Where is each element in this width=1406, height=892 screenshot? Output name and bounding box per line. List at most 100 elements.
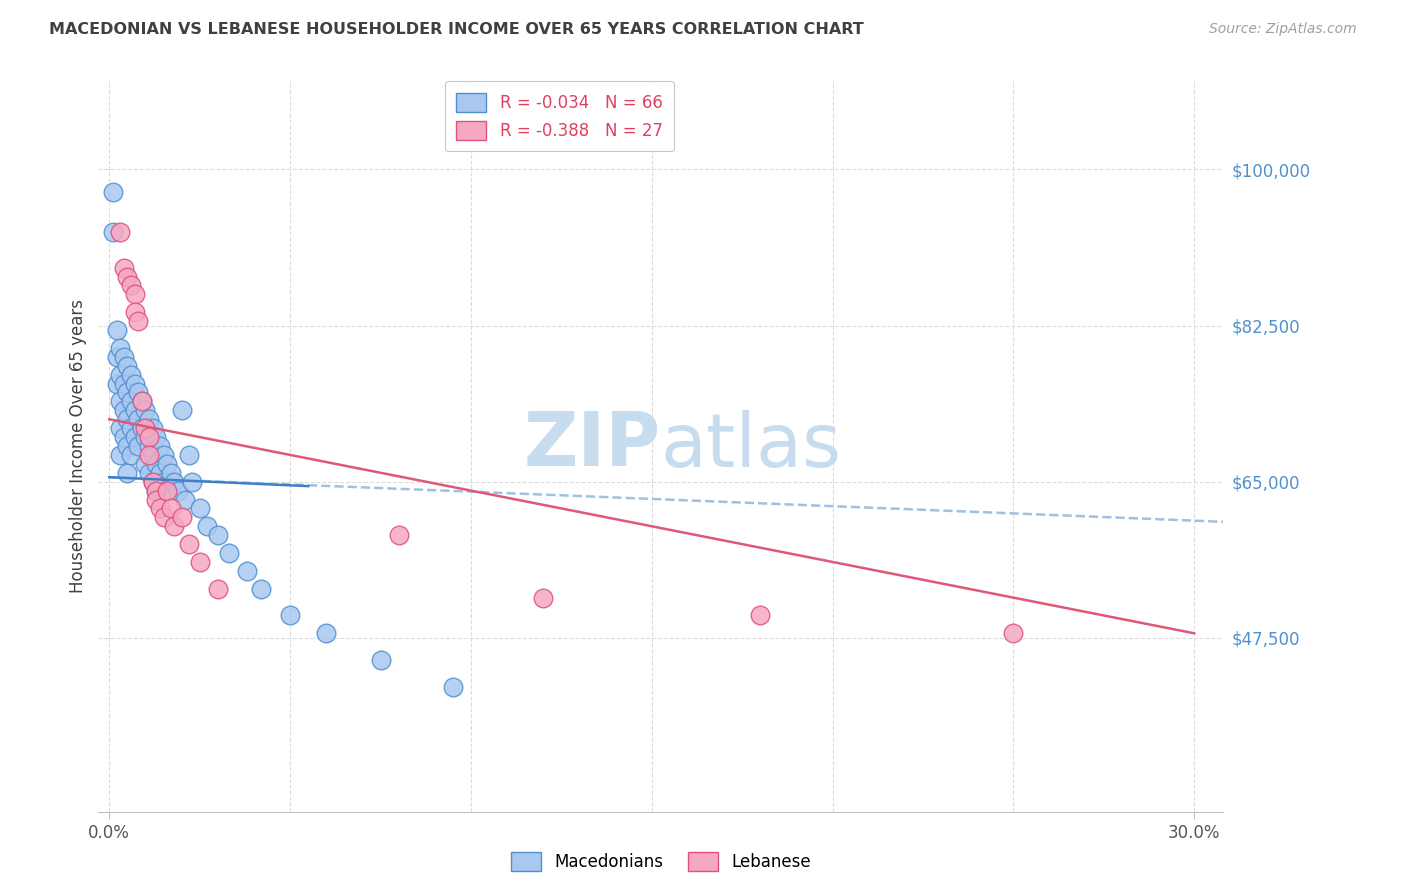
Legend: Macedonians, Lebanese: Macedonians, Lebanese bbox=[502, 843, 820, 880]
Point bbox=[207, 582, 229, 596]
Point bbox=[152, 510, 174, 524]
Point bbox=[177, 537, 200, 551]
Text: MACEDONIAN VS LEBANESE HOUSEHOLDER INCOME OVER 65 YEARS CORRELATION CHART: MACEDONIAN VS LEBANESE HOUSEHOLDER INCOM… bbox=[49, 22, 863, 37]
Point bbox=[749, 608, 772, 623]
Point bbox=[152, 448, 174, 462]
Point bbox=[167, 483, 190, 498]
Point bbox=[101, 225, 124, 239]
Point bbox=[117, 439, 139, 453]
Point bbox=[105, 323, 128, 337]
Point bbox=[188, 501, 211, 516]
Point bbox=[218, 546, 240, 560]
Point bbox=[134, 457, 156, 471]
Point bbox=[174, 492, 197, 507]
Point bbox=[370, 653, 392, 667]
Point bbox=[124, 376, 146, 391]
Point bbox=[145, 457, 167, 471]
Point bbox=[163, 519, 186, 533]
Point bbox=[124, 403, 146, 417]
Point bbox=[142, 448, 165, 462]
Point bbox=[127, 385, 149, 400]
Point bbox=[138, 430, 160, 444]
Point bbox=[145, 492, 167, 507]
Point bbox=[108, 368, 131, 382]
Point bbox=[105, 376, 128, 391]
Point bbox=[138, 448, 160, 462]
Point bbox=[149, 466, 172, 480]
Point bbox=[117, 412, 139, 426]
Point bbox=[101, 185, 124, 199]
Point bbox=[108, 421, 131, 435]
Point bbox=[105, 350, 128, 364]
Point bbox=[138, 439, 160, 453]
Point bbox=[124, 287, 146, 301]
Text: Source: ZipAtlas.com: Source: ZipAtlas.com bbox=[1209, 22, 1357, 37]
Point bbox=[131, 394, 153, 409]
Point bbox=[149, 439, 172, 453]
Point bbox=[117, 466, 139, 480]
Point bbox=[142, 475, 165, 489]
Text: atlas: atlas bbox=[661, 409, 842, 483]
Point bbox=[117, 269, 139, 284]
Point bbox=[170, 510, 193, 524]
Point bbox=[145, 430, 167, 444]
Point bbox=[108, 448, 131, 462]
Point bbox=[120, 368, 142, 382]
Point bbox=[112, 376, 135, 391]
Point bbox=[134, 403, 156, 417]
Point bbox=[134, 430, 156, 444]
Point bbox=[145, 483, 167, 498]
Point bbox=[124, 430, 146, 444]
Point bbox=[127, 314, 149, 328]
Point bbox=[117, 385, 139, 400]
Point bbox=[131, 394, 153, 409]
Point bbox=[138, 466, 160, 480]
Point bbox=[112, 403, 135, 417]
Point bbox=[156, 483, 179, 498]
Point bbox=[120, 448, 142, 462]
Point bbox=[315, 626, 337, 640]
Point bbox=[235, 564, 257, 578]
Point bbox=[188, 555, 211, 569]
Point bbox=[108, 225, 131, 239]
Point bbox=[127, 439, 149, 453]
Point bbox=[177, 448, 200, 462]
Text: ZIP: ZIP bbox=[523, 409, 661, 483]
Point bbox=[145, 483, 167, 498]
Point bbox=[124, 305, 146, 319]
Point bbox=[127, 412, 149, 426]
Point bbox=[131, 421, 153, 435]
Point bbox=[142, 421, 165, 435]
Point bbox=[152, 475, 174, 489]
Point bbox=[142, 475, 165, 489]
Point bbox=[278, 608, 301, 623]
Point bbox=[108, 341, 131, 355]
Point bbox=[120, 421, 142, 435]
Point bbox=[117, 359, 139, 373]
Point bbox=[159, 466, 181, 480]
Legend: R = -0.034   N = 66, R = -0.388   N = 27: R = -0.034 N = 66, R = -0.388 N = 27 bbox=[444, 81, 675, 152]
Point bbox=[120, 394, 142, 409]
Y-axis label: Householder Income Over 65 years: Householder Income Over 65 years bbox=[69, 299, 87, 593]
Point bbox=[138, 412, 160, 426]
Point bbox=[441, 680, 464, 694]
Point bbox=[163, 475, 186, 489]
Point bbox=[156, 457, 179, 471]
Point bbox=[134, 421, 156, 435]
Point bbox=[159, 501, 181, 516]
Point bbox=[388, 528, 411, 542]
Point bbox=[112, 260, 135, 275]
Point bbox=[207, 528, 229, 542]
Point bbox=[149, 501, 172, 516]
Point bbox=[112, 430, 135, 444]
Point bbox=[250, 582, 273, 596]
Point bbox=[195, 519, 218, 533]
Point bbox=[170, 403, 193, 417]
Point bbox=[1002, 626, 1025, 640]
Point bbox=[108, 394, 131, 409]
Point bbox=[120, 278, 142, 293]
Point bbox=[181, 475, 204, 489]
Point bbox=[156, 483, 179, 498]
Point bbox=[112, 350, 135, 364]
Point bbox=[531, 591, 554, 605]
